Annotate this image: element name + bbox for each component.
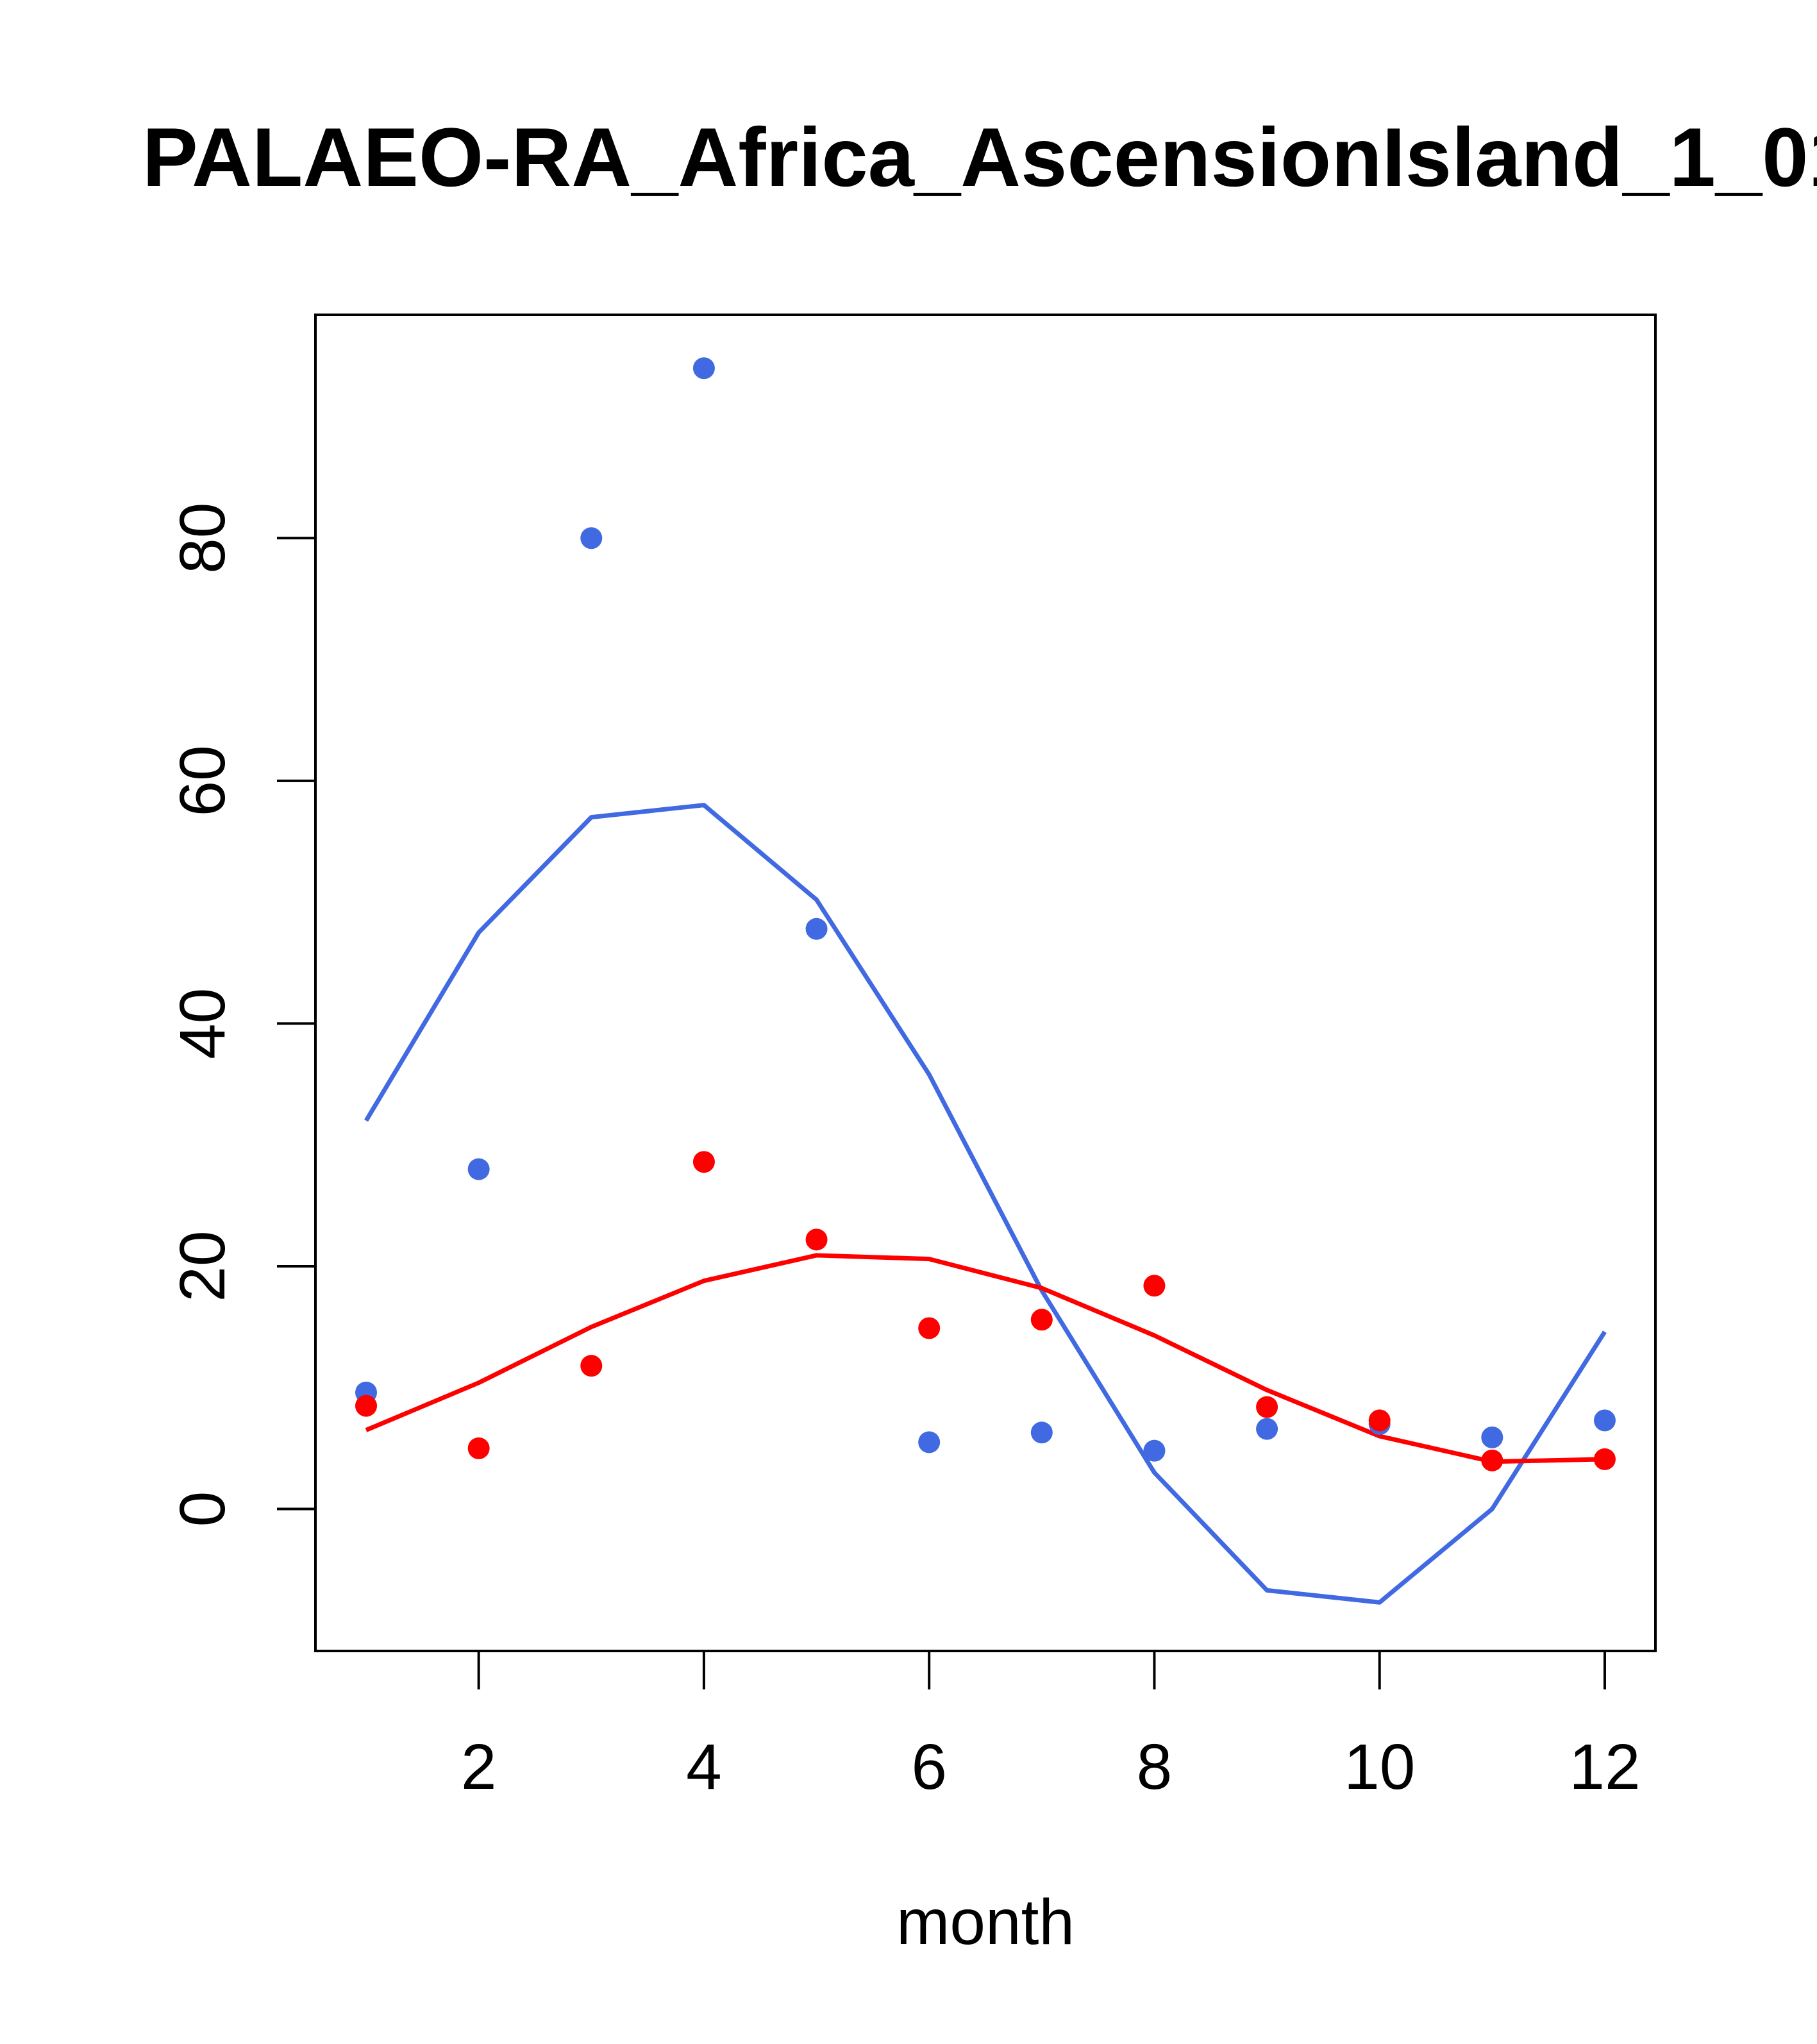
observed-red-point <box>1368 1409 1391 1432</box>
observed-red-point <box>355 1395 378 1417</box>
observed-red-point <box>1143 1275 1166 1297</box>
y-tick-label: 40 <box>167 988 239 1059</box>
x-tick-label: 10 <box>1344 1731 1415 1803</box>
observed-red-point <box>1256 1396 1278 1418</box>
observed-red-point <box>1030 1309 1053 1331</box>
y-tick-label: 20 <box>167 1230 239 1302</box>
observed-blue-point <box>1143 1439 1166 1462</box>
observed-blue-point <box>918 1431 941 1453</box>
y-tick-label: 60 <box>167 745 239 816</box>
observed-red-point <box>692 1151 715 1173</box>
observed-blue-point <box>580 527 603 549</box>
observed-blue-point <box>692 357 715 380</box>
observed-red-point <box>805 1228 828 1251</box>
x-axis-label: month <box>896 1886 1075 1958</box>
observed-red-point <box>1593 1448 1616 1470</box>
observed-blue-point <box>805 917 828 940</box>
observed-red-point <box>1481 1449 1503 1471</box>
observed-blue-point <box>1256 1418 1278 1440</box>
chart-title: PALAEO-RA_Africa_AscensionIsland_1_01_rr <box>142 110 1817 204</box>
x-tick-label: 4 <box>686 1731 722 1803</box>
observed-blue-point <box>1593 1409 1616 1432</box>
observed-red-point <box>918 1317 941 1339</box>
x-tick-label: 12 <box>1569 1731 1640 1803</box>
y-tick-label: 0 <box>167 1491 239 1527</box>
observed-red-point <box>467 1437 490 1459</box>
observed-blue-point <box>1030 1421 1053 1444</box>
observed-blue-point <box>1481 1426 1503 1448</box>
y-tick-label: 80 <box>167 503 239 574</box>
x-tick-label: 2 <box>461 1731 497 1803</box>
plot-frame <box>314 314 1657 1652</box>
x-axis: 2 4 6 8 10 12 <box>461 1650 1641 1803</box>
x-tick-label: 8 <box>1137 1731 1173 1803</box>
series-layer <box>355 357 1616 1605</box>
observed-red-point <box>580 1355 603 1377</box>
observed-blue-point <box>467 1158 490 1180</box>
y-axis: 0 20 40 60 80 <box>167 503 317 1527</box>
x-tick-label: 6 <box>911 1731 947 1803</box>
fit-red-line <box>365 1253 1605 1464</box>
fit-blue-line <box>364 803 1607 1605</box>
